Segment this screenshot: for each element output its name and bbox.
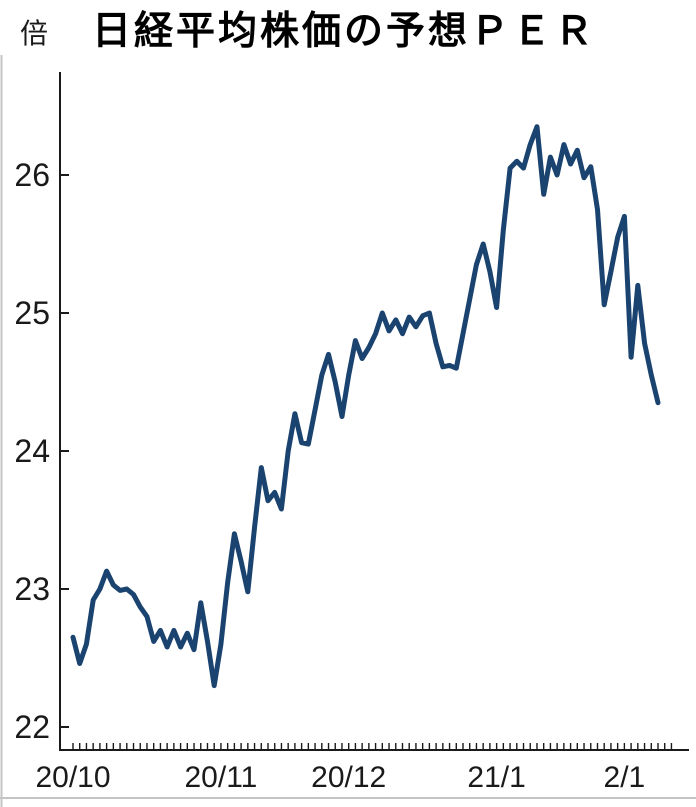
chart-title: 日経平均株価の予想ＰＥＲ: [92, 10, 597, 53]
x-month-label: 20/10: [35, 761, 110, 794]
x-month-label: 2/1: [604, 761, 646, 794]
y-tick-label: 23: [14, 571, 50, 607]
x-month-label: 20/11: [185, 761, 258, 794]
per-series-line: [70, 124, 661, 689]
y-tick-label: 24: [14, 433, 50, 469]
y-tick-label: 26: [14, 157, 50, 193]
x-month-label: 20/12: [311, 761, 386, 794]
y-axis-unit-label: 倍: [20, 18, 49, 49]
y-tick-label: 22: [14, 709, 50, 745]
x-month-label: 21/1: [467, 761, 525, 794]
y-tick-label: 25: [14, 295, 50, 331]
